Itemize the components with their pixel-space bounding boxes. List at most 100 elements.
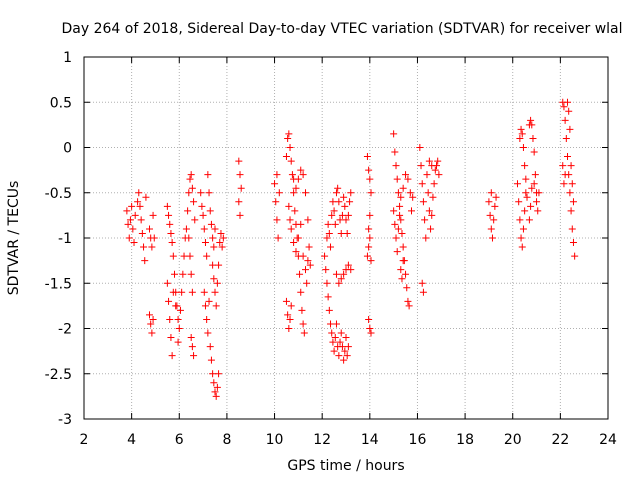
data-point bbox=[237, 184, 245, 192]
data-point bbox=[390, 130, 398, 138]
data-point bbox=[297, 220, 305, 228]
data-point bbox=[396, 202, 404, 210]
data-point bbox=[404, 175, 412, 183]
y-tick-label: 0 bbox=[63, 141, 72, 157]
data-point bbox=[287, 302, 295, 310]
data-point bbox=[419, 288, 427, 296]
data-point bbox=[163, 202, 171, 210]
data-point bbox=[168, 352, 176, 360]
data-point bbox=[428, 162, 436, 170]
data-point bbox=[366, 234, 374, 242]
data-point bbox=[207, 220, 215, 228]
data-point bbox=[521, 162, 529, 170]
data-point bbox=[147, 320, 155, 328]
data-point bbox=[367, 189, 375, 197]
data-point bbox=[212, 302, 220, 310]
data-point bbox=[335, 352, 343, 360]
data-point bbox=[138, 229, 146, 237]
data-point bbox=[332, 270, 340, 278]
data-point bbox=[343, 352, 351, 360]
data-point bbox=[182, 225, 190, 233]
data-point bbox=[199, 211, 207, 219]
data-point bbox=[273, 171, 281, 179]
y-tick-label: 0.5 bbox=[50, 95, 72, 111]
x-tick-label: 4 bbox=[127, 432, 136, 448]
data-point bbox=[125, 234, 133, 242]
data-point bbox=[131, 211, 139, 219]
data-point bbox=[337, 229, 345, 237]
data-point bbox=[211, 288, 219, 296]
data-point bbox=[487, 189, 495, 197]
data-point bbox=[531, 171, 539, 179]
data-point bbox=[569, 239, 577, 247]
data-point bbox=[168, 239, 176, 247]
data-point bbox=[562, 134, 570, 142]
data-point bbox=[430, 180, 438, 188]
data-point bbox=[567, 207, 575, 215]
data-point bbox=[136, 202, 144, 210]
data-point bbox=[391, 148, 399, 156]
data-point bbox=[323, 234, 331, 242]
data-point bbox=[325, 229, 333, 237]
data-point bbox=[394, 189, 402, 197]
data-point bbox=[334, 184, 342, 192]
data-point bbox=[366, 211, 374, 219]
data-point bbox=[201, 239, 209, 247]
data-point bbox=[146, 311, 153, 319]
data-point bbox=[535, 189, 543, 197]
data-point bbox=[365, 225, 373, 233]
data-point bbox=[288, 171, 296, 179]
data-point bbox=[434, 157, 442, 165]
data-point bbox=[344, 261, 352, 269]
data-point bbox=[198, 202, 206, 210]
data-point bbox=[235, 157, 243, 165]
data-point bbox=[297, 288, 305, 296]
data-point bbox=[416, 144, 424, 151]
data-point bbox=[174, 315, 182, 323]
data-point bbox=[191, 216, 199, 224]
data-point bbox=[150, 234, 158, 242]
data-point bbox=[304, 257, 312, 265]
y-axis-label: SDTVAR / TECUs bbox=[6, 181, 22, 296]
data-point bbox=[271, 180, 279, 188]
data-point bbox=[338, 211, 346, 219]
data-point bbox=[394, 225, 402, 233]
y-tick-label: -2 bbox=[58, 322, 72, 338]
data-point bbox=[167, 229, 175, 237]
data-point bbox=[299, 320, 307, 328]
data-point bbox=[299, 171, 307, 179]
data-point bbox=[128, 202, 136, 210]
data-point bbox=[424, 189, 432, 197]
data-point bbox=[404, 297, 412, 305]
data-point bbox=[286, 315, 294, 323]
data-point bbox=[396, 211, 404, 219]
data-point bbox=[287, 225, 295, 233]
data-point bbox=[209, 234, 217, 242]
y-tick-label: -1 bbox=[58, 231, 72, 247]
data-point bbox=[409, 193, 417, 201]
data-point bbox=[347, 266, 355, 274]
data-point bbox=[190, 352, 198, 360]
data-point bbox=[568, 180, 576, 188]
data-point bbox=[291, 207, 299, 215]
data-point bbox=[324, 293, 332, 301]
data-point bbox=[366, 325, 374, 332]
data-point bbox=[322, 266, 330, 274]
x-tick-label: 22 bbox=[551, 432, 569, 448]
data-point bbox=[323, 279, 331, 287]
x-tick-label: 14 bbox=[361, 432, 379, 448]
data-point bbox=[328, 211, 336, 219]
data-point bbox=[185, 234, 193, 242]
data-point bbox=[365, 315, 373, 323]
data-point bbox=[367, 329, 375, 337]
data-point bbox=[302, 189, 310, 197]
data-point bbox=[418, 279, 426, 287]
data-point bbox=[180, 252, 188, 260]
data-point bbox=[566, 125, 574, 133]
data-point bbox=[285, 202, 293, 210]
data-point bbox=[148, 243, 156, 251]
data-point bbox=[213, 383, 221, 391]
data-point bbox=[329, 198, 337, 206]
data-point bbox=[200, 288, 208, 296]
data-point bbox=[523, 193, 531, 201]
